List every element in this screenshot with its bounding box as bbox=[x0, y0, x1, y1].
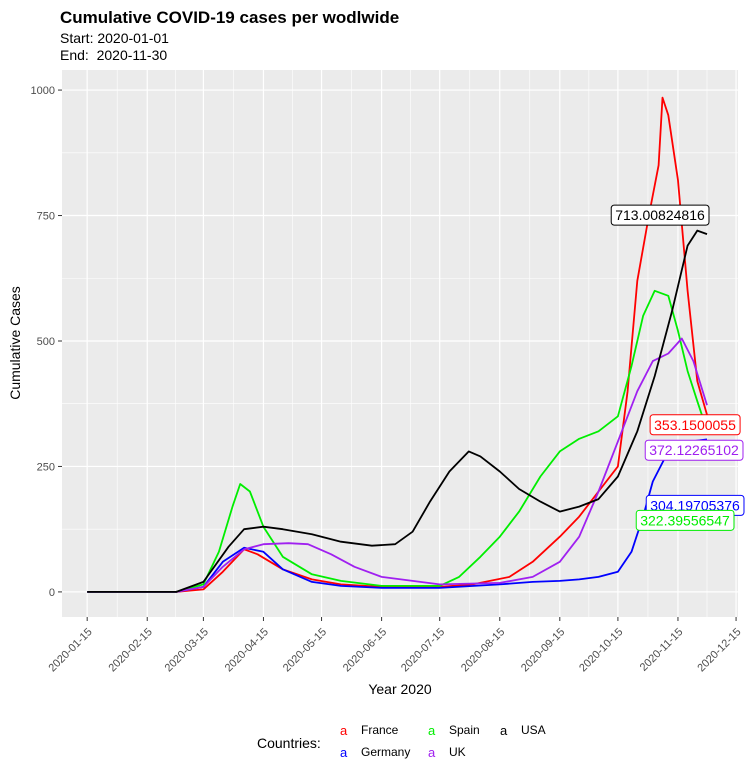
legend-key-spain: a bbox=[428, 723, 436, 738]
legend-label-france: France bbox=[361, 723, 399, 737]
end-label-text: 322.39556547 bbox=[640, 512, 730, 528]
end-label-box bbox=[649, 414, 741, 436]
x-tick-label: 2020-04-15 bbox=[223, 626, 271, 674]
x-tick-label: 2020-09-15 bbox=[519, 626, 567, 674]
end-label-text: 353.1500055 bbox=[654, 417, 736, 433]
x-axis-ticks: 2020-01-15 2020-02-15 2020-03-15 2020-04-15… bbox=[46, 617, 744, 674]
x-tick-label: 2020-06-15 bbox=[341, 626, 389, 674]
x-tick-label: 2020-02-15 bbox=[107, 626, 155, 674]
x-tick-label: 2020-08-15 bbox=[459, 626, 507, 674]
end-label-uk: 372.12265102 bbox=[644, 439, 744, 461]
y-tick-label: 500 bbox=[37, 336, 55, 348]
x-axis-title: Year 2020 bbox=[368, 681, 432, 697]
x-tick-label: 2020-01-15 bbox=[46, 626, 94, 674]
legend-key-germany: a bbox=[340, 745, 348, 760]
legend-label-usa: USA bbox=[521, 723, 546, 737]
y-tick-label: 1000 bbox=[31, 85, 55, 97]
series-line-usa bbox=[87, 229, 708, 593]
series-line-germany bbox=[87, 438, 708, 593]
end-label-usa: 713.00824816 bbox=[610, 204, 710, 226]
legend-title: Countries: bbox=[257, 735, 321, 751]
x-tick-label: 2020-12-15 bbox=[695, 626, 743, 674]
chart-subtitle-start: Start: 2020-01-01 bbox=[60, 30, 169, 46]
chart-subtitle-end: End: 2020-11-30 bbox=[60, 47, 167, 63]
y-tick-label: 0 bbox=[49, 587, 55, 599]
legend-label-uk: UK bbox=[449, 745, 466, 759]
end-label-box bbox=[610, 204, 710, 226]
y-tick-label: 250 bbox=[37, 461, 55, 473]
y-axis-title: Cumulative Cases bbox=[7, 286, 23, 400]
end-label-text: 372.12265102 bbox=[649, 442, 739, 458]
series-lines bbox=[87, 96, 708, 593]
legend-key-usa: a bbox=[500, 723, 508, 738]
end-label-box bbox=[635, 509, 735, 531]
legend-label-germany: Germany bbox=[361, 745, 410, 759]
y-tick-label: 750 bbox=[37, 211, 55, 223]
x-tick-label: 2020-11-15 bbox=[638, 626, 686, 674]
y-axis-ticks: 0 250 500 750 1000 bbox=[31, 85, 62, 599]
end-label-box bbox=[644, 439, 744, 461]
legend-key-uk: a bbox=[428, 745, 436, 760]
end-label-text: 713.00824816 bbox=[615, 207, 705, 223]
chart-title: Cumulative COVID-19 cases per wodlwide bbox=[60, 8, 399, 27]
legend-key-france: a bbox=[340, 723, 348, 738]
x-tick-label: 2020-03-15 bbox=[163, 626, 211, 674]
legend-label-spain: Spain bbox=[449, 723, 480, 737]
x-tick-label: 2020-07-15 bbox=[399, 626, 447, 674]
series-line-uk bbox=[87, 337, 708, 593]
x-tick-label: 2020-10-15 bbox=[577, 626, 625, 674]
x-tick-label: 2020-05-15 bbox=[281, 626, 329, 674]
end-label-spain: 322.39556547 bbox=[635, 509, 735, 531]
series-line-spain bbox=[87, 289, 708, 593]
end-label-text: 304.19705376 bbox=[650, 497, 740, 513]
end-label-france: 353.1500055 bbox=[649, 414, 741, 436]
plot-panel bbox=[62, 70, 738, 617]
series-line-france bbox=[87, 96, 708, 593]
